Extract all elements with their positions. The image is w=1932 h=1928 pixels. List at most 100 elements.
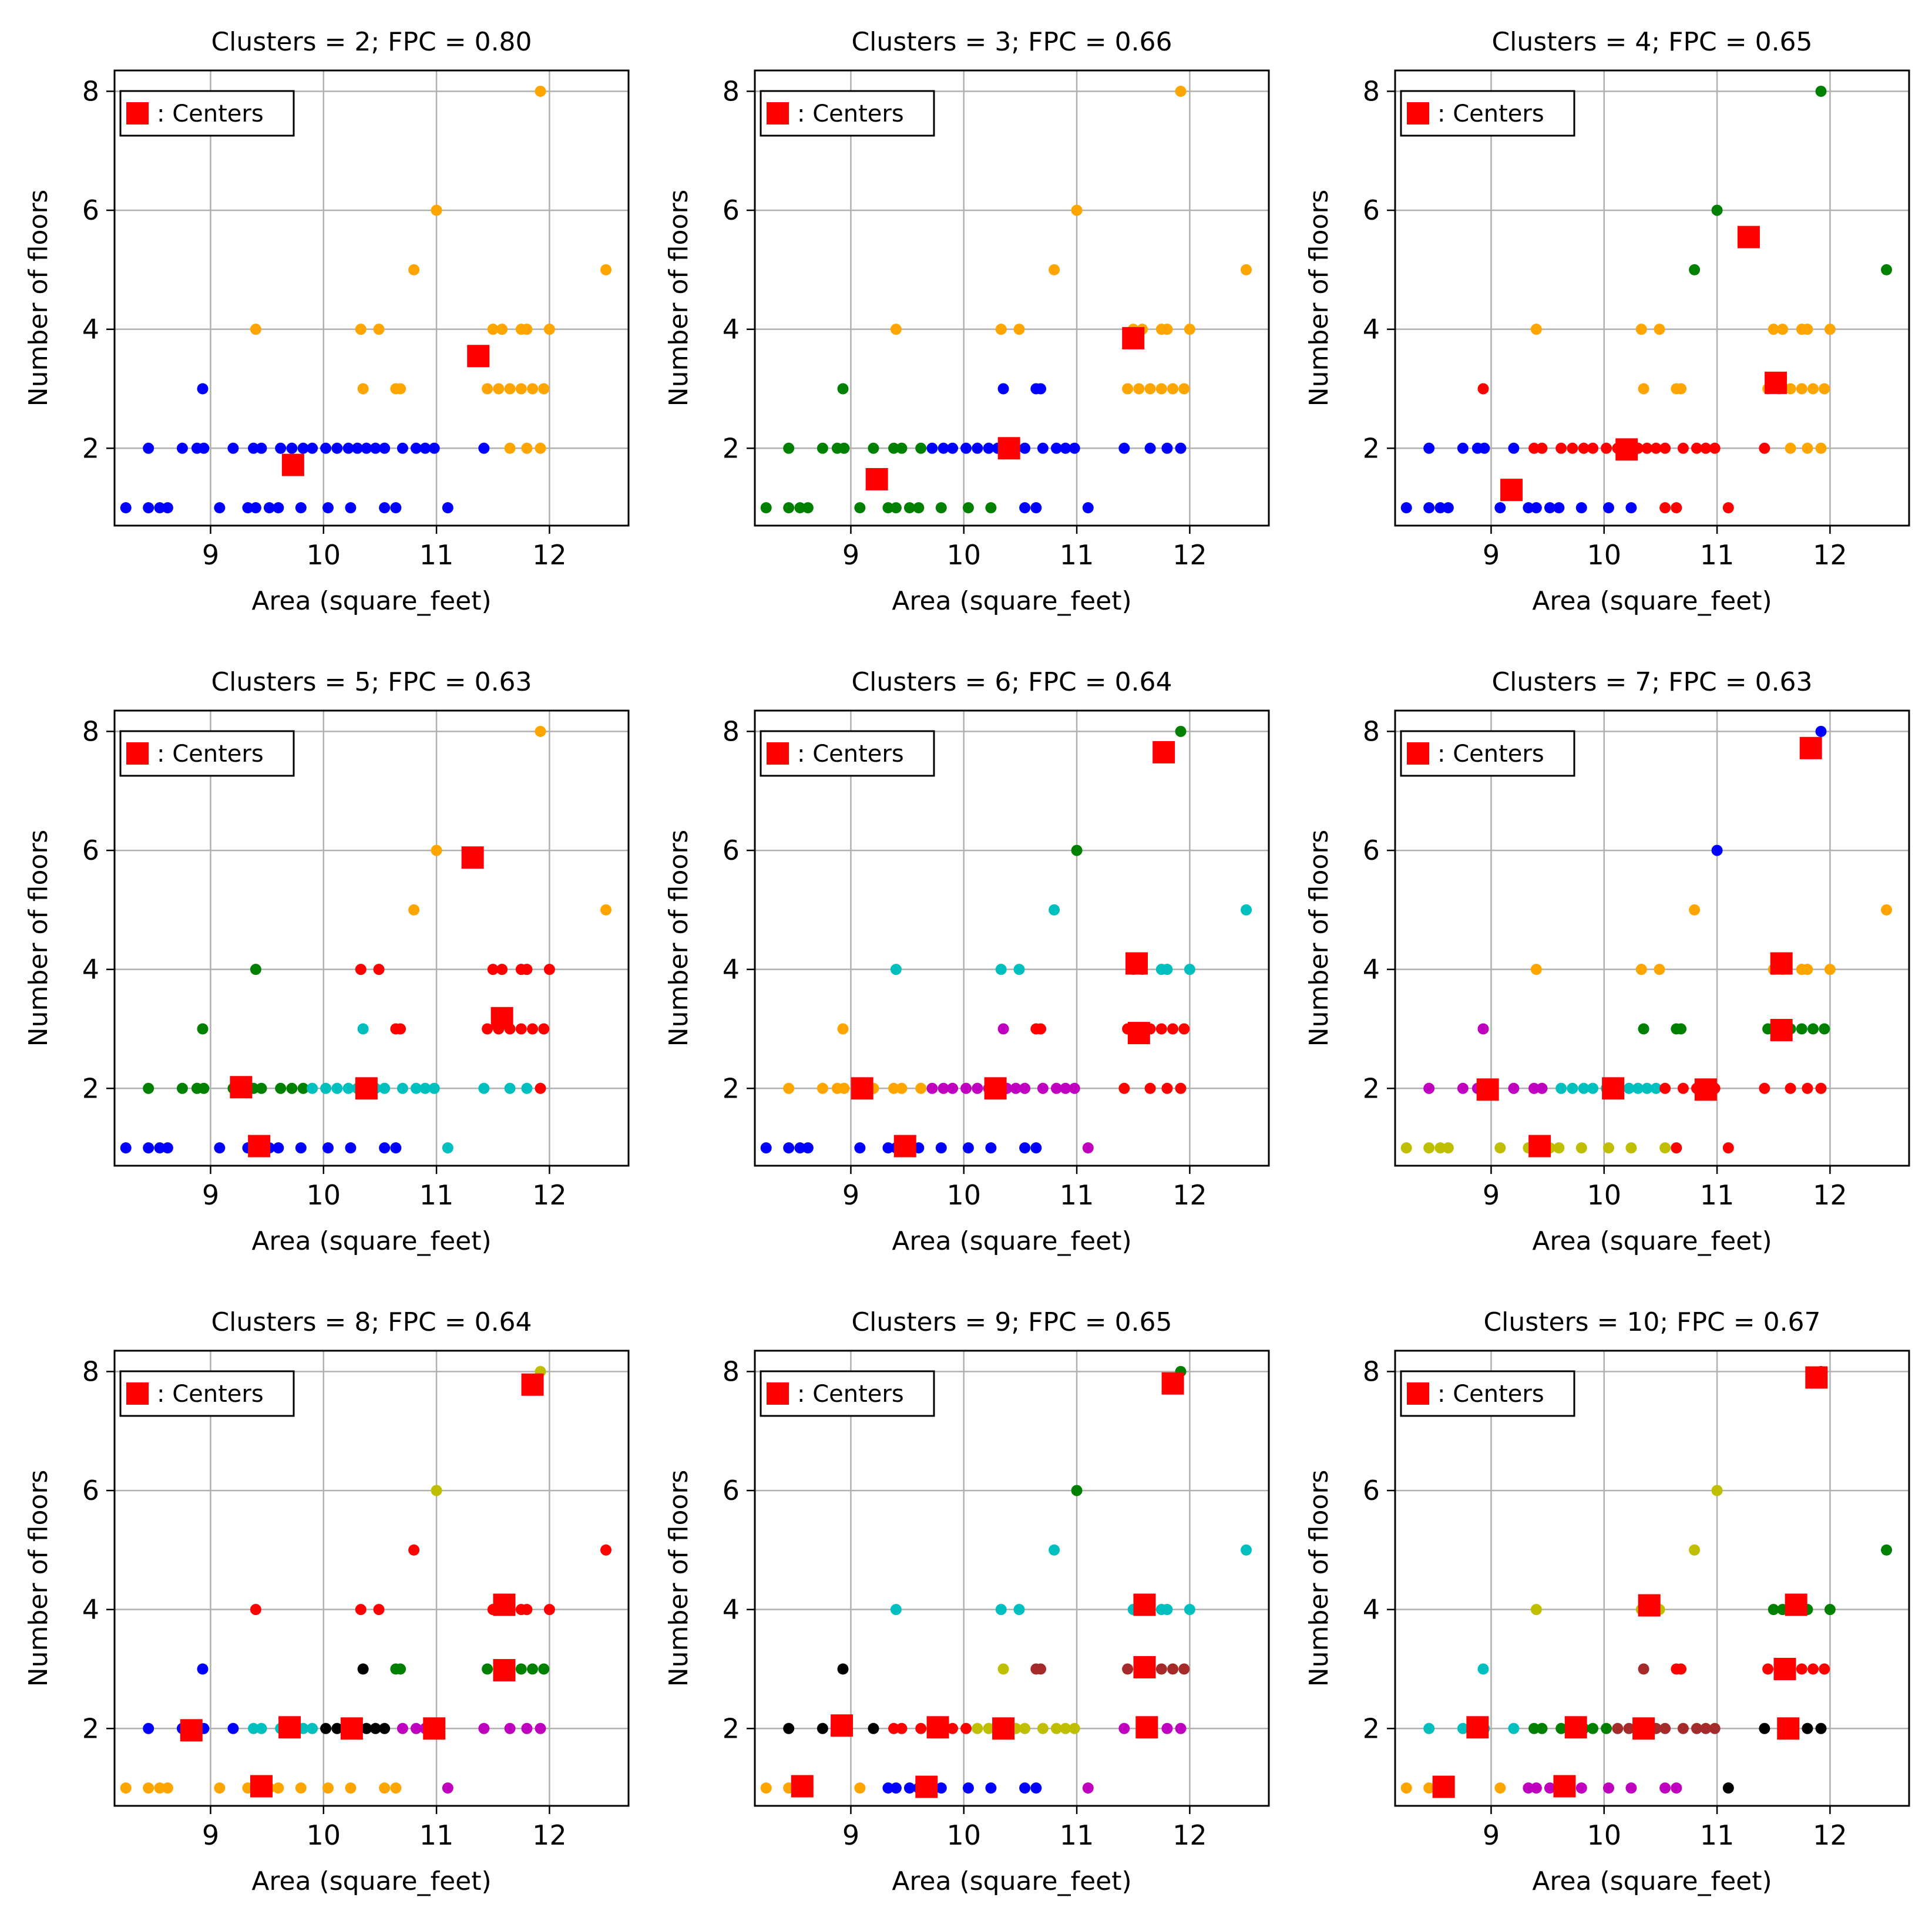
y-tick-label: 2	[82, 1712, 99, 1744]
data-point	[854, 1142, 866, 1154]
data-point	[1528, 1082, 1540, 1094]
data-point	[1508, 442, 1520, 454]
data-point	[1423, 442, 1435, 454]
data-point	[1575, 1782, 1587, 1794]
data-point	[760, 502, 772, 514]
y-tick-label: 2	[1363, 432, 1380, 464]
data-point	[1555, 1082, 1567, 1094]
data-point	[1178, 1663, 1190, 1675]
legend: : Centers	[119, 90, 295, 137]
data-point	[915, 1722, 927, 1734]
subplot-8-clusters: Clusters = 8; FPC = 0.64 9 10 11 12 2 4 6 8: Cen…	[23, 1307, 630, 1896]
data-point	[1060, 442, 1071, 454]
data-point	[1030, 1782, 1042, 1794]
data-point	[890, 1604, 902, 1616]
data-point	[1035, 1023, 1047, 1035]
data-point	[256, 1722, 267, 1734]
data-point	[868, 442, 879, 454]
data-point	[1175, 1722, 1187, 1734]
legend-label: : Centers	[157, 1381, 264, 1408]
data-point	[1155, 1023, 1167, 1035]
data-point	[1423, 1142, 1435, 1154]
data-point	[1567, 1082, 1578, 1094]
data-point	[162, 1142, 173, 1154]
data-point	[1082, 1142, 1094, 1154]
data-point	[947, 1082, 959, 1094]
data-point	[1587, 1722, 1599, 1734]
data-point	[355, 964, 367, 975]
y-tick-label: 6	[1363, 1475, 1380, 1506]
data-point	[357, 1023, 369, 1035]
legend-box	[1400, 1370, 1575, 1417]
y-tick-label: 8	[82, 75, 99, 107]
x-tick-label: 11	[1060, 1179, 1094, 1211]
data-point	[1161, 1604, 1173, 1616]
y-axis-label: Number of floors	[664, 830, 694, 1047]
data-point	[198, 1082, 210, 1094]
x-tick-label: 9	[202, 539, 219, 571]
data-point	[1544, 502, 1555, 514]
data-point	[397, 442, 408, 454]
data-point	[273, 1782, 284, 1794]
data-point	[1638, 383, 1649, 395]
data-point	[538, 1023, 550, 1035]
legend: : Centers	[1400, 730, 1575, 777]
data-point	[535, 1722, 546, 1734]
data-point	[496, 324, 508, 335]
data-point	[379, 1782, 391, 1794]
data-point	[504, 1082, 516, 1094]
x-axis-label: Area (square_feet)	[892, 1866, 1131, 1896]
cluster-center-marker	[915, 1775, 938, 1798]
data-point	[1019, 502, 1031, 514]
axes-frame	[113, 69, 630, 527]
data-point	[515, 1663, 527, 1675]
data-point	[1049, 1544, 1060, 1556]
data-point	[760, 1782, 772, 1794]
data-point	[1819, 1663, 1830, 1675]
data-point	[1118, 442, 1130, 454]
data-point	[1807, 383, 1819, 395]
data-point	[1019, 1722, 1031, 1734]
data-point	[1650, 1082, 1662, 1094]
x-tick-label: 9	[202, 1179, 219, 1211]
data-point	[783, 1142, 795, 1154]
data-point	[1494, 1782, 1506, 1794]
data-point	[342, 1082, 354, 1094]
data-point	[521, 1604, 533, 1616]
data-point	[600, 264, 612, 275]
data-point	[431, 844, 442, 856]
data-point	[1013, 1604, 1025, 1616]
data-point	[527, 383, 539, 395]
axes-frame	[1394, 69, 1910, 527]
data-point	[888, 442, 900, 454]
data-point	[397, 1722, 408, 1734]
data-point	[273, 502, 284, 514]
subplot-7-clusters: Clusters = 7; FPC = 0.63 9 10 11 12 2 4 6 8: Cen…	[1304, 667, 1910, 1256]
data-point	[1082, 1782, 1094, 1794]
y-tick-label: 4	[1363, 954, 1380, 985]
data-point	[162, 1782, 173, 1794]
data-point	[345, 1142, 357, 1154]
data-point	[419, 1082, 431, 1094]
data-point	[926, 442, 938, 454]
data-point	[256, 1082, 267, 1094]
data-point	[896, 1082, 908, 1094]
data-point	[408, 264, 420, 275]
data-point	[985, 502, 997, 514]
data-point	[478, 1722, 490, 1734]
data-point	[538, 383, 550, 395]
data-point	[369, 1722, 381, 1734]
data-point	[361, 1722, 372, 1734]
data-point	[1650, 442, 1662, 454]
y-tick-label: 6	[723, 835, 740, 866]
legend: : Centers	[760, 90, 935, 137]
data-point	[1530, 964, 1542, 975]
data-point	[882, 1142, 894, 1154]
data-point	[1700, 1722, 1712, 1734]
cluster-center-marker	[230, 1076, 253, 1099]
subplot-10-clusters: Clusters = 10; FPC = 0.67 9 10 11 12 2 4 6 8: Ce…	[1304, 1307, 1910, 1896]
data-point	[351, 442, 363, 454]
data-point	[1049, 904, 1060, 916]
x-tick-label: 11	[419, 539, 454, 571]
y-tick-label: 4	[1363, 1594, 1380, 1626]
